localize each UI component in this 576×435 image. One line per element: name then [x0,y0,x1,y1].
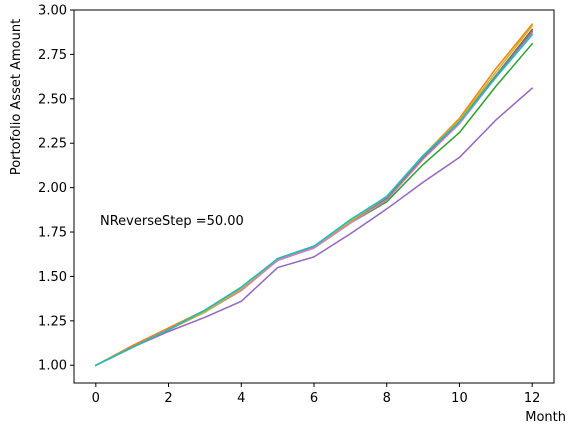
y-tick-label: 1.00 [38,359,67,374]
y-tick-label: 1.50 [38,270,67,285]
x-tick-label: 8 [383,391,391,406]
y-axis-label: Portofolio Asset Amount [9,19,24,175]
x-tick-label: 2 [164,391,172,406]
y-tick-label: 3.00 [38,4,67,19]
y-tick-label: 2.25 [38,137,67,152]
y-tick-label: 2.50 [38,92,67,107]
x-tick-label: 12 [524,391,541,406]
y-tick-label: 1.25 [38,314,67,329]
series-line-10 [94,33,534,367]
series-layer [94,23,534,367]
y-tick-label: 2.00 [38,181,67,196]
x-tick-label: 10 [451,391,468,406]
x-tick-label: 0 [92,391,100,406]
x-axis-label: Month [525,410,566,425]
x-axis-ticks: 0 2 4 6 8 10 12 [92,383,541,406]
chart-annotation: NReverseStep =50.00 [100,214,244,229]
x-tick-label: 6 [310,391,318,406]
series-line-5 [94,87,534,367]
y-tick-label: 2.75 [38,48,67,63]
y-tick-label: 1.75 [38,226,67,241]
y-axis-ticks: 1.00 1.25 1.50 1.75 2.00 2.25 2.50 2.75 3.00 [38,4,74,374]
x-tick-label: 4 [237,391,245,406]
